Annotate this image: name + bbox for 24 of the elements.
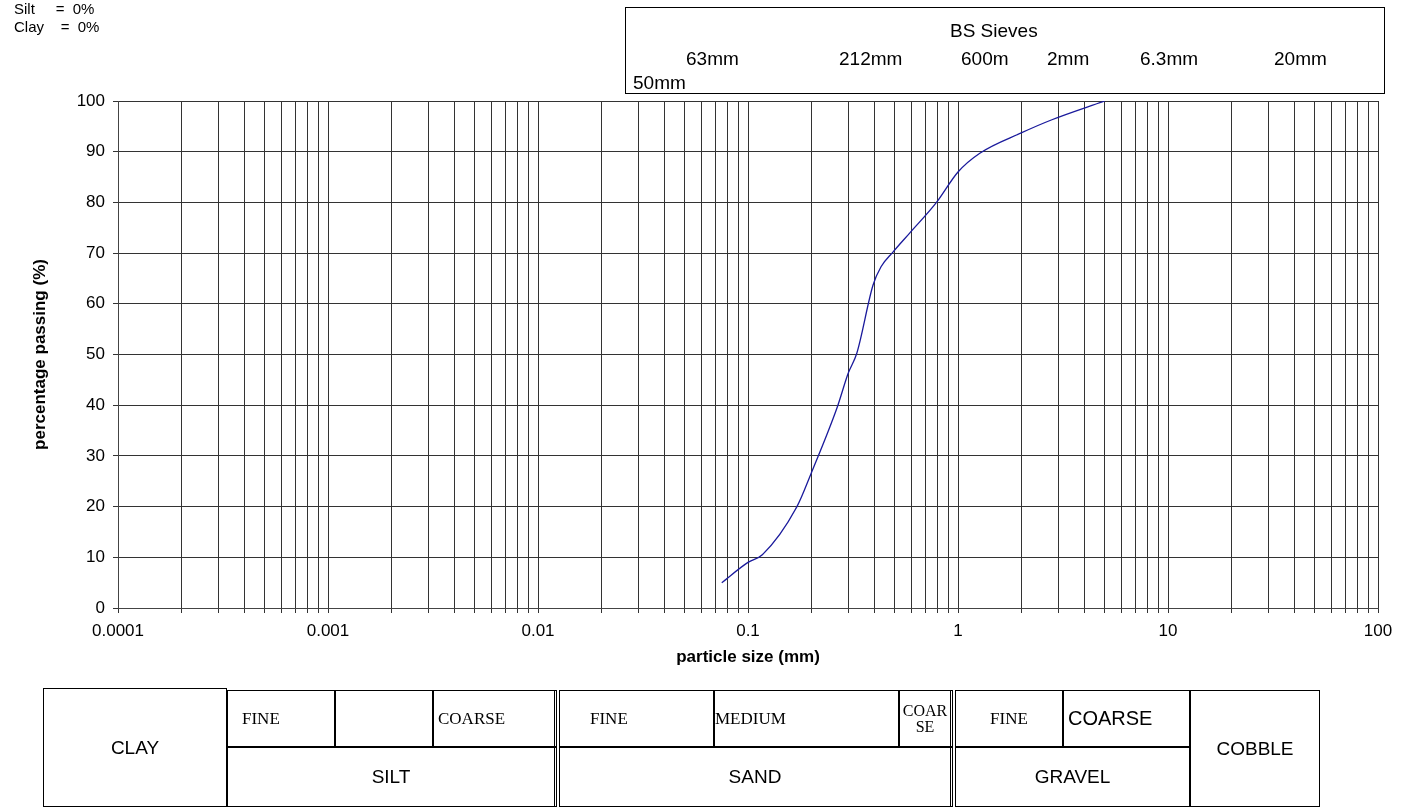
y-tick-label: 0 <box>95 597 105 617</box>
x-tick-label: 0.001 <box>306 620 350 640</box>
sieve-box: BS Sieves 63mm 212mm 600m 2mm 6.3mm 20mm 50mm <box>625 7 1385 94</box>
y-tick-label: 10 <box>86 546 105 566</box>
y-axis-title: percentage passing (%) <box>29 259 49 450</box>
y-tick-label: 20 <box>86 496 105 516</box>
y-tick-label: 80 <box>86 192 105 212</box>
x-tick-label: 1 <box>953 620 963 640</box>
y-tick-label: 50 <box>86 344 105 364</box>
x-tick-label: 0.0001 <box>92 620 144 640</box>
y-tick-label: 30 <box>86 445 105 465</box>
x-tick-label: 100 <box>1363 620 1393 640</box>
y-tick-label: 70 <box>86 242 105 262</box>
text: Silt = 0% <box>14 0 95 17</box>
y-tick-label: 100 <box>76 90 105 110</box>
y-tick-label: 40 <box>86 394 105 414</box>
x-tick-label: 10 <box>1158 620 1178 640</box>
y-tick-label: 90 <box>86 141 105 161</box>
y-tick-label: 60 <box>86 293 105 313</box>
text: Clay = 0% <box>14 18 100 35</box>
x-tick-label: 0.1 <box>736 620 760 640</box>
soil-classification-table: CLAY FINE COARSE SILT FINE MEDIUM COARSE SAND FINE COARSE GRAVEL COBBLE <box>18 688 1320 807</box>
x-axis-title: particle size (mm) <box>676 647 820 667</box>
x-tick-label: 0.01 <box>521 620 555 640</box>
